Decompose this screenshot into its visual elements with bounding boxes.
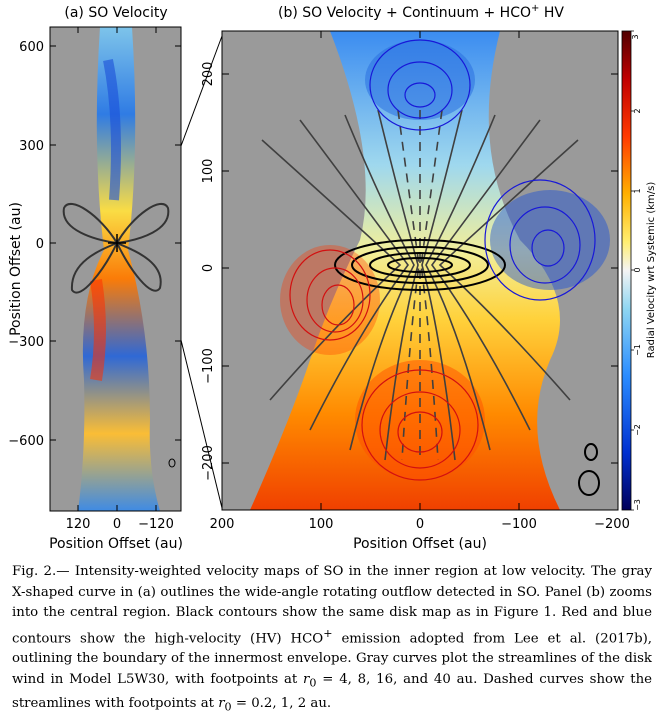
panel-a-ytick: 300 bbox=[19, 139, 44, 154]
colorbar-label: Radial Velocity wrt Systemic (km/s) bbox=[646, 182, 657, 359]
caption-text: emission adopted from Lee et al. (2017b)… bbox=[12, 630, 653, 687]
caption-symbol: r bbox=[303, 671, 310, 687]
panel-a-beam bbox=[168, 458, 176, 468]
panel-b-beams bbox=[578, 443, 600, 496]
panel-b-ytick: 0 bbox=[201, 264, 216, 272]
panel-b-ticks bbox=[221, 31, 619, 510]
panel-b-title: (b) SO Velocity + Continuum + HCO+ HV bbox=[278, 3, 564, 21]
caption-symbol: r bbox=[218, 696, 225, 712]
caption-subscript: 0 bbox=[224, 700, 232, 714]
panel-a-xtick: 0 bbox=[113, 517, 121, 532]
panel-a-ytick: −300 bbox=[8, 335, 44, 350]
colorbar-tick: 0 bbox=[633, 267, 642, 272]
panel-b-xtick: 100 bbox=[309, 517, 334, 532]
caption-text: = 4, 8, 16, and 40 au. Dashed curves sho… bbox=[12, 671, 652, 712]
panel-a-frame bbox=[49, 26, 182, 512]
panel-a-xtick: −120 bbox=[138, 517, 174, 532]
colorbar-tick: 1 bbox=[633, 188, 642, 193]
panel-b-ytick: 100 bbox=[201, 159, 216, 184]
panel-b-xtick: −100 bbox=[501, 517, 537, 532]
colorbar: 3 2 1 0 −1 −2 −3 Radial Velocity wrt Sys… bbox=[621, 30, 657, 511]
panel-b-xtick: 0 bbox=[416, 517, 424, 532]
panel-a: (a) SO Velocity 600 300 0 −300 −600 120 … bbox=[8, 5, 183, 552]
colorbar-tick: −2 bbox=[633, 424, 642, 436]
panel-b-xlabel: Position Offset (au) bbox=[353, 536, 487, 552]
panel-a-xlabel: Position Offset (au) bbox=[49, 536, 183, 552]
panel-a-ytick: −600 bbox=[8, 434, 44, 449]
caption-figure-label: Fig. 2.— bbox=[12, 564, 70, 579]
panel-a-ylabel: Position Offset (au) bbox=[8, 202, 24, 336]
figure-2: (a) SO Velocity 600 300 0 −300 −600 120 … bbox=[8, 3, 657, 552]
panel-a-velocity-map bbox=[78, 27, 160, 511]
disk-contours bbox=[334, 239, 506, 291]
panel-a-ytick: 600 bbox=[19, 40, 44, 55]
panel-a-center-cross bbox=[108, 234, 126, 252]
panel-b-xtick: −200 bbox=[594, 517, 630, 532]
caption-text: = 0.2, 1, 2 au. bbox=[231, 696, 332, 712]
streamlines-dashed bbox=[397, 109, 443, 461]
panel-a-y-ticks bbox=[50, 27, 181, 511]
panel-b-ytick: −200 bbox=[201, 445, 216, 481]
panel-b: (b) SO Velocity + Continuum + HCO+ HV bbox=[201, 3, 630, 552]
panel-b-ytick: −100 bbox=[201, 348, 216, 384]
zoom-connectors bbox=[180, 35, 223, 509]
panel-a-title: (a) SO Velocity bbox=[64, 5, 167, 21]
panel-b-ytick: 200 bbox=[201, 62, 216, 87]
colorbar-tick: −3 bbox=[633, 499, 642, 511]
panel-b-xtick: 200 bbox=[210, 517, 235, 532]
caption-superscript: + bbox=[323, 626, 333, 640]
colorbar-tick: 2 bbox=[633, 108, 642, 113]
caption-subscript: 0 bbox=[309, 676, 317, 690]
hco-red-contours bbox=[289, 249, 479, 481]
panel-a-xtick: 120 bbox=[66, 517, 91, 532]
colorbar-scale bbox=[621, 30, 632, 511]
caption-text: Intensity-weighted velocity maps of SO i… bbox=[12, 564, 652, 646]
hco-blue-contours bbox=[369, 39, 596, 301]
colorbar-tick: 3 bbox=[631, 34, 640, 39]
panel-a-ytick: 0 bbox=[36, 237, 44, 252]
streamlines-solid bbox=[261, 109, 579, 461]
colorbar-tick: −1 bbox=[633, 344, 642, 356]
figure-caption: Fig. 2.— Intensity-weighted velocity map… bbox=[12, 562, 652, 718]
